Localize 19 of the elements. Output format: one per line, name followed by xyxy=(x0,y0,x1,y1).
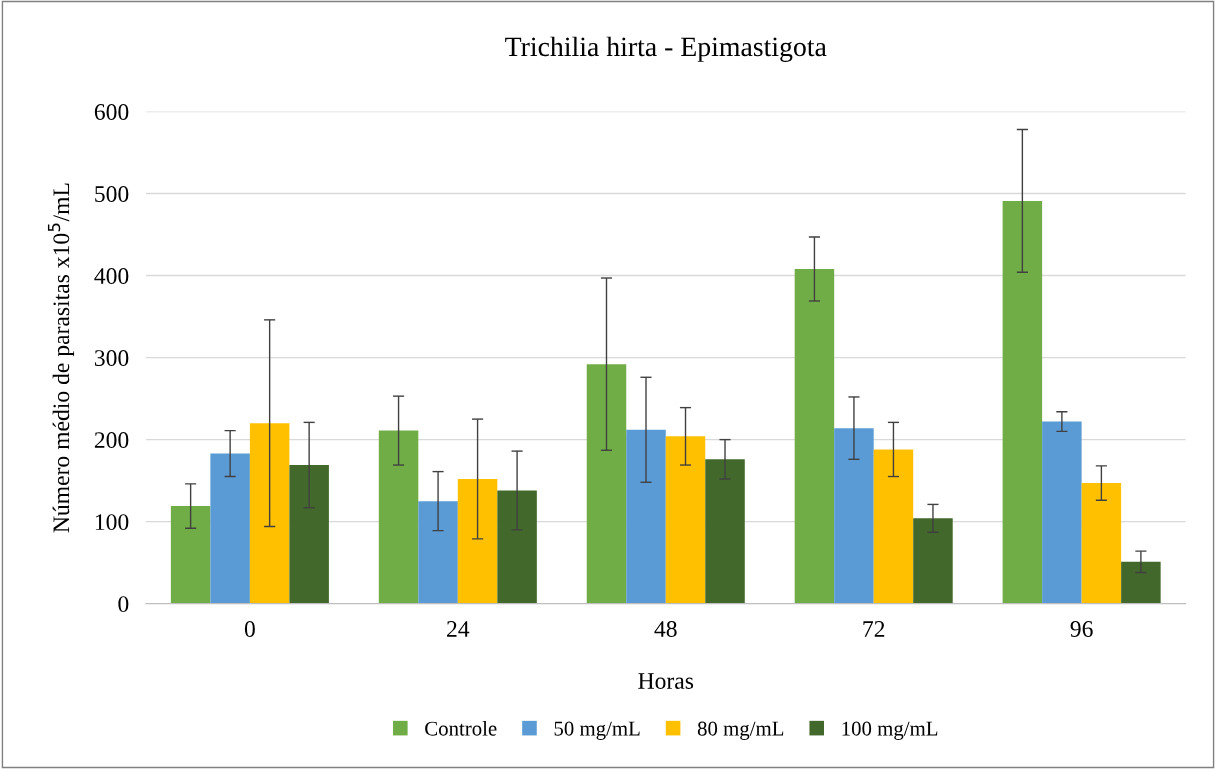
legend-label: Controle xyxy=(425,720,497,736)
x-axis-title: Horas xyxy=(638,673,694,689)
x-tick-label: 24 xyxy=(447,621,470,637)
x-tick-label: 0 xyxy=(244,621,255,637)
legend-label: 100 mg/mL xyxy=(842,721,938,740)
legend-label: 50 mg/mL xyxy=(554,721,640,740)
y-tick-label: 500 xyxy=(95,186,129,202)
x-tick-label: 96 xyxy=(1070,621,1093,637)
y-tick-label: 600 xyxy=(94,104,129,120)
x-tick-label: 48 xyxy=(654,621,677,637)
x-tick-label: 72 xyxy=(863,621,885,637)
y-axis-title: Número médio de parasitas x10$^{5}$/mL xyxy=(47,183,75,533)
chart-title: Trichilia hirta - Epimastigota xyxy=(505,36,827,62)
y-tick-label: 200 xyxy=(94,432,129,449)
y-tick-label: 0 xyxy=(118,596,129,613)
y-tick-label: 300 xyxy=(94,350,129,367)
y-tick-label: 100 xyxy=(95,514,129,531)
legend-label: 80 mg/mL xyxy=(697,721,784,740)
y-tick-label: 400 xyxy=(94,268,129,284)
